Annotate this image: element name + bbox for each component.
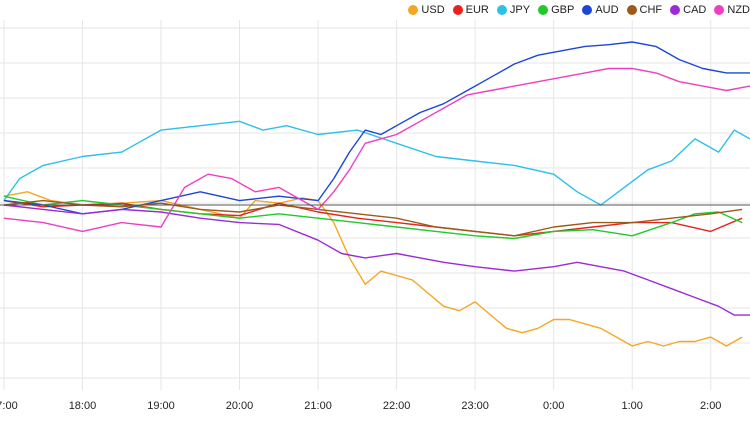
legend-item-nzd[interactable]: NZD	[714, 4, 750, 16]
legend-swatch	[496, 5, 507, 15]
legend-swatch	[670, 5, 681, 15]
x-tick-label: 19:00	[147, 400, 175, 412]
series-line-usd	[3, 191, 743, 347]
x-tick-label: 17:00	[0, 400, 18, 412]
legend-label: AUD	[595, 4, 619, 16]
chart-legend: USD EUR JPY GBP AUD CHF CAD NZD	[408, 2, 750, 18]
legend-label: JPY	[509, 4, 531, 16]
series-line-jpy	[3, 120, 750, 206]
series-line-eur	[3, 199, 743, 237]
legend-swatch	[714, 5, 725, 15]
legend-item-eur[interactable]: EUR	[452, 4, 489, 16]
x-tick-label: 20:00	[226, 400, 254, 412]
legend-label: GBP	[551, 4, 575, 16]
x-tick-label: 21:00	[304, 400, 332, 412]
series-line-nzd	[3, 67, 750, 233]
legend-label: EUR	[465, 4, 489, 16]
legend-swatch	[538, 5, 549, 15]
legend-label: USD	[421, 4, 445, 16]
legend-item-gbp[interactable]: GBP	[538, 4, 574, 16]
legend-item-jpy[interactable]: JPY	[496, 4, 531, 16]
series-line-cad	[3, 204, 750, 316]
legend-swatch	[582, 5, 593, 15]
series-line-chf	[3, 199, 743, 237]
x-tick-label: 0:00	[543, 400, 564, 412]
legend-swatch	[452, 5, 463, 15]
legend-item-chf[interactable]: CHF	[626, 4, 663, 16]
legend-item-usd[interactable]: USD	[408, 4, 445, 16]
x-tick-label: 22:00	[383, 400, 411, 412]
legend-label: NZD	[727, 4, 750, 16]
x-tick-label: 18:00	[69, 400, 97, 412]
legend-swatch	[408, 5, 419, 15]
legend-label: CHF	[639, 4, 663, 16]
series-line-aud	[3, 41, 750, 215]
legend-label: CAD	[683, 4, 707, 16]
legend-swatch	[626, 5, 637, 15]
legend-item-aud[interactable]: AUD	[582, 4, 619, 16]
legend-item-cad[interactable]: CAD	[670, 4, 706, 16]
x-tick-label: 23:00	[461, 400, 489, 412]
x-tick-label: 2:00	[700, 400, 721, 412]
x-tick-label: 1:00	[621, 400, 642, 412]
